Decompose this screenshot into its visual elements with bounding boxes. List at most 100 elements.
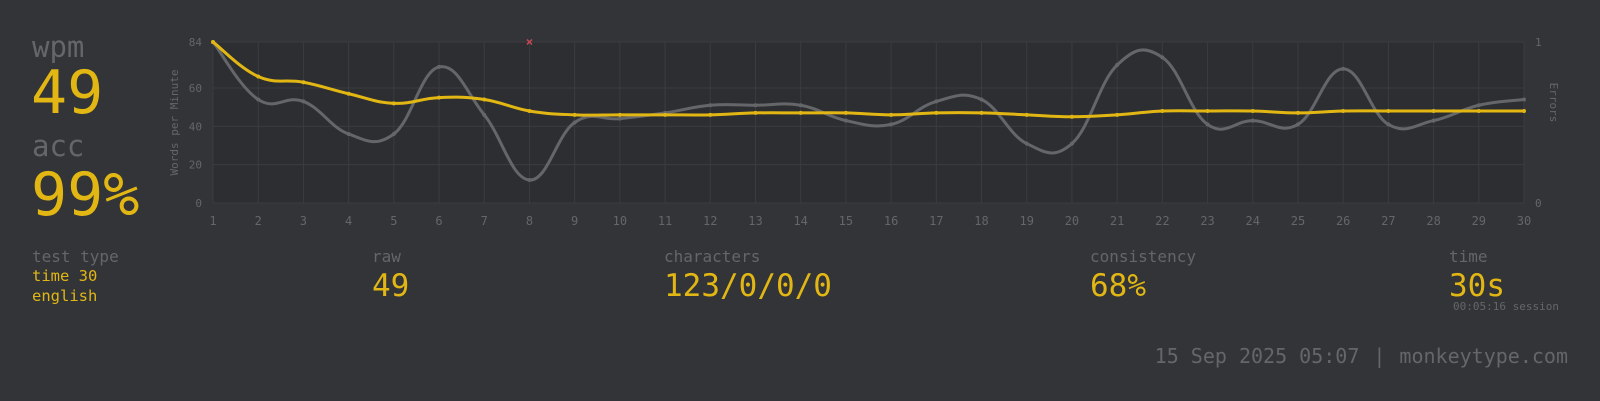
x-tick-label: 18 xyxy=(974,214,988,228)
y-tick-label: 60 xyxy=(189,82,202,95)
wpm-point xyxy=(843,110,848,115)
wpm-point xyxy=(1341,109,1346,113)
test-type-language[interactable]: english xyxy=(32,287,98,305)
wpm-value: 49 xyxy=(31,58,104,128)
x-tick-label: 9 xyxy=(571,214,578,228)
raw-point xyxy=(843,118,848,123)
wpm-point xyxy=(889,112,894,117)
x-tick-label: 16 xyxy=(884,214,898,228)
consistency-value: 68% xyxy=(1090,268,1146,304)
wpm-point xyxy=(934,110,939,115)
wpm-point xyxy=(617,112,622,117)
acc-value: 99% xyxy=(31,160,140,230)
raw-point xyxy=(1386,122,1391,127)
raw-point xyxy=(527,178,532,182)
x-tick-label: 26 xyxy=(1336,214,1350,228)
wpm-point xyxy=(1024,112,1029,117)
x-tick-label: 12 xyxy=(703,214,717,228)
x-tick-label: 8 xyxy=(526,214,533,228)
x-tick-label: 7 xyxy=(481,214,488,228)
wpm-point xyxy=(482,97,487,102)
footer-separator: | xyxy=(1373,344,1386,368)
y2-axis-title: Errors xyxy=(1547,83,1560,123)
wpm-point xyxy=(798,110,803,115)
x-tick-label: 13 xyxy=(748,214,762,228)
x-tick-label: 25 xyxy=(1291,214,1305,228)
wpm-point xyxy=(527,109,532,113)
raw-block: raw 49 xyxy=(372,247,409,304)
characters-label: characters xyxy=(664,247,761,266)
raw-series-line xyxy=(211,41,1525,182)
wpm-point xyxy=(301,80,306,85)
footer-date: 15 Sep 2025 05:07 xyxy=(1154,344,1360,368)
session-time: 00:05:16 session xyxy=(1453,300,1559,313)
wpm-point xyxy=(708,112,713,117)
y-tick-label: 84 xyxy=(189,36,203,49)
characters-block: characters 123/0/0/0 xyxy=(664,247,832,304)
raw-point xyxy=(798,103,803,108)
wpm-point xyxy=(572,112,577,117)
consistency-block: consistency 68% xyxy=(1090,247,1196,304)
wpm-point xyxy=(211,40,215,44)
x-tick-label: 1 xyxy=(209,214,216,228)
raw-point xyxy=(1522,97,1526,102)
wpm-point xyxy=(1069,114,1074,119)
raw-point xyxy=(889,122,894,127)
wpm-point xyxy=(979,110,984,115)
wpm-point xyxy=(1160,109,1165,113)
x-tick-label: 28 xyxy=(1426,214,1440,228)
raw-point xyxy=(1250,118,1255,123)
wpm-point xyxy=(391,101,396,106)
wpm-label: wpm xyxy=(32,30,85,64)
test-type-label: test type xyxy=(32,247,119,266)
raw-point xyxy=(617,116,622,121)
raw-point xyxy=(979,97,984,102)
raw-point xyxy=(1205,122,1210,127)
plot-area xyxy=(213,42,1524,203)
raw-point xyxy=(346,132,351,136)
error-marker xyxy=(526,38,533,46)
consistency-label: consistency xyxy=(1090,247,1196,266)
raw-point xyxy=(934,99,939,104)
x-tick-label: 6 xyxy=(435,214,442,228)
y2-tick-label: 1 xyxy=(1535,36,1542,49)
test-type-block: test type time 30 english xyxy=(32,247,119,306)
wpm-point xyxy=(1250,109,1255,113)
raw-point xyxy=(1341,66,1346,71)
raw-label: raw xyxy=(372,247,401,266)
wpm-point xyxy=(1115,112,1120,117)
raw-point xyxy=(1069,141,1074,146)
y2-tick-label: 0 xyxy=(1535,197,1542,210)
raw-point xyxy=(708,103,713,108)
raw-point xyxy=(1024,141,1029,146)
raw-point xyxy=(301,99,306,104)
raw-point xyxy=(391,132,396,136)
wpm-point xyxy=(1476,109,1481,113)
x-tick-label: 21 xyxy=(1110,214,1124,228)
x-tick-label: 15 xyxy=(839,214,853,228)
x-tick-label: 24 xyxy=(1246,214,1260,228)
test-type-mode[interactable]: time 30 xyxy=(32,267,98,285)
acc-label: acc xyxy=(32,129,85,163)
x-tick-label: 30 xyxy=(1517,214,1531,228)
wpm-point xyxy=(256,74,261,79)
raw-point xyxy=(753,103,758,108)
wpm-point xyxy=(1205,109,1210,113)
y-tick-label: 40 xyxy=(189,120,202,133)
wpm-point xyxy=(1431,109,1436,113)
raw-point xyxy=(1160,55,1165,60)
x-tick-label: 10 xyxy=(613,214,627,228)
raw-point xyxy=(437,64,442,69)
x-tick-label: 14 xyxy=(793,214,807,228)
x-tick-label: 3 xyxy=(300,214,307,228)
raw-point xyxy=(1476,103,1481,108)
x-tick-label: 19 xyxy=(1019,214,1033,228)
raw-value: 49 xyxy=(372,268,410,304)
footer: 15 Sep 2025 05:07 | monkeytype.com xyxy=(1155,344,1568,368)
wpm-point xyxy=(663,112,668,117)
time-block: time 30s xyxy=(1449,247,1505,304)
y-tick-label: 0 xyxy=(195,197,202,210)
wpm-point xyxy=(346,91,351,96)
x-tick-label: 11 xyxy=(658,214,672,228)
